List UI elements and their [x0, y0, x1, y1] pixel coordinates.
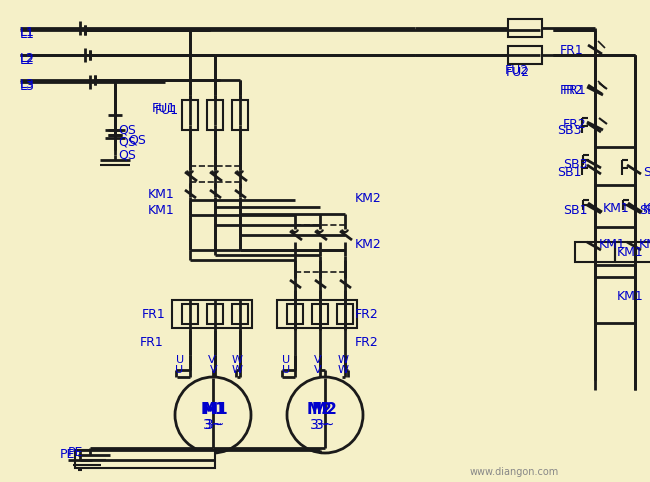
Text: KM1: KM1 — [617, 290, 644, 303]
Text: KM1: KM1 — [599, 239, 626, 252]
Bar — [232, 304, 248, 324]
Text: KM1: KM1 — [148, 203, 175, 216]
Bar — [172, 300, 252, 328]
Text: PE: PE — [68, 446, 83, 459]
Text: QS: QS — [118, 135, 136, 148]
Bar — [182, 304, 198, 324]
Bar — [313, 333, 327, 351]
Text: SB1: SB1 — [563, 203, 588, 216]
Text: FR1: FR1 — [140, 336, 164, 349]
Bar — [233, 333, 247, 351]
Text: V: V — [210, 365, 218, 375]
Text: SB3: SB3 — [557, 123, 582, 136]
Text: W: W — [232, 365, 243, 375]
Text: M1: M1 — [200, 402, 226, 417]
Text: FR1: FR1 — [563, 83, 587, 96]
Text: FR2: FR2 — [355, 308, 379, 321]
Text: FR2: FR2 — [560, 83, 584, 96]
Text: QS: QS — [118, 123, 136, 136]
Bar — [615, 285, 650, 307]
Text: KM2: KM2 — [643, 201, 650, 214]
Text: FU1: FU1 — [152, 102, 176, 115]
Bar — [0, 0, 420, 482]
Text: L3: L3 — [20, 78, 35, 91]
Text: KM2: KM2 — [355, 239, 382, 252]
Text: W: W — [338, 355, 349, 365]
Text: 3~: 3~ — [315, 418, 335, 432]
Bar — [232, 100, 248, 130]
Text: L2: L2 — [20, 54, 35, 67]
Bar — [312, 304, 328, 324]
Text: FU2: FU2 — [505, 64, 529, 77]
Text: www.diangon.com: www.diangon.com — [470, 467, 559, 477]
Bar — [288, 333, 302, 351]
Bar — [287, 304, 303, 324]
Text: 3~: 3~ — [203, 418, 223, 432]
Bar — [182, 95, 198, 125]
Text: KM2: KM2 — [355, 191, 382, 204]
Text: KM1: KM1 — [603, 201, 630, 214]
Text: FR2: FR2 — [355, 336, 379, 349]
Text: L1: L1 — [20, 27, 35, 40]
Bar — [338, 333, 352, 351]
Bar — [515, 20, 553, 38]
Text: V: V — [208, 355, 216, 365]
Text: U: U — [176, 355, 184, 365]
Text: PE: PE — [60, 448, 75, 461]
Bar — [337, 304, 353, 324]
Bar — [515, 42, 553, 60]
Bar — [508, 19, 542, 37]
Bar — [232, 95, 248, 125]
Bar — [207, 100, 223, 130]
Text: M1: M1 — [202, 402, 228, 417]
Text: SB2: SB2 — [643, 165, 650, 178]
Bar — [575, 242, 615, 262]
Text: KM1: KM1 — [148, 188, 175, 201]
Text: QS: QS — [128, 134, 146, 147]
Text: FR1: FR1 — [142, 308, 166, 321]
Bar — [183, 333, 197, 351]
Bar — [277, 330, 357, 355]
Bar — [277, 300, 357, 328]
Text: V: V — [314, 355, 322, 365]
Bar — [68, 455, 218, 470]
Text: L3: L3 — [20, 80, 35, 94]
Text: SB1: SB1 — [557, 165, 582, 178]
Bar — [172, 330, 252, 355]
Bar — [575, 285, 615, 307]
Text: U: U — [282, 355, 290, 365]
Text: 3~: 3~ — [205, 418, 225, 432]
Text: KM1: KM1 — [617, 245, 644, 258]
Bar — [75, 450, 215, 468]
Text: QS: QS — [118, 148, 136, 161]
Bar — [508, 46, 542, 64]
Text: M2: M2 — [307, 402, 333, 417]
Text: W: W — [232, 355, 243, 365]
Text: SB2: SB2 — [639, 203, 650, 216]
Text: L2: L2 — [20, 53, 35, 66]
Bar — [182, 100, 198, 130]
Text: U: U — [282, 365, 290, 375]
Text: L1: L1 — [20, 27, 35, 40]
Bar — [415, 0, 650, 482]
Text: SB3: SB3 — [563, 159, 588, 172]
Bar — [208, 333, 222, 351]
Bar — [615, 242, 650, 262]
Text: KM2: KM2 — [639, 239, 650, 252]
Text: FU2: FU2 — [506, 66, 530, 79]
Text: V: V — [314, 365, 322, 375]
Text: FU1: FU1 — [155, 104, 179, 117]
Bar — [207, 95, 223, 125]
Text: FR2: FR2 — [563, 119, 587, 132]
Bar — [207, 304, 223, 324]
Text: W: W — [338, 365, 349, 375]
Text: U: U — [175, 365, 183, 375]
Text: M2: M2 — [312, 402, 338, 417]
Text: 3~: 3~ — [310, 418, 330, 432]
Text: FR1: FR1 — [560, 43, 584, 56]
